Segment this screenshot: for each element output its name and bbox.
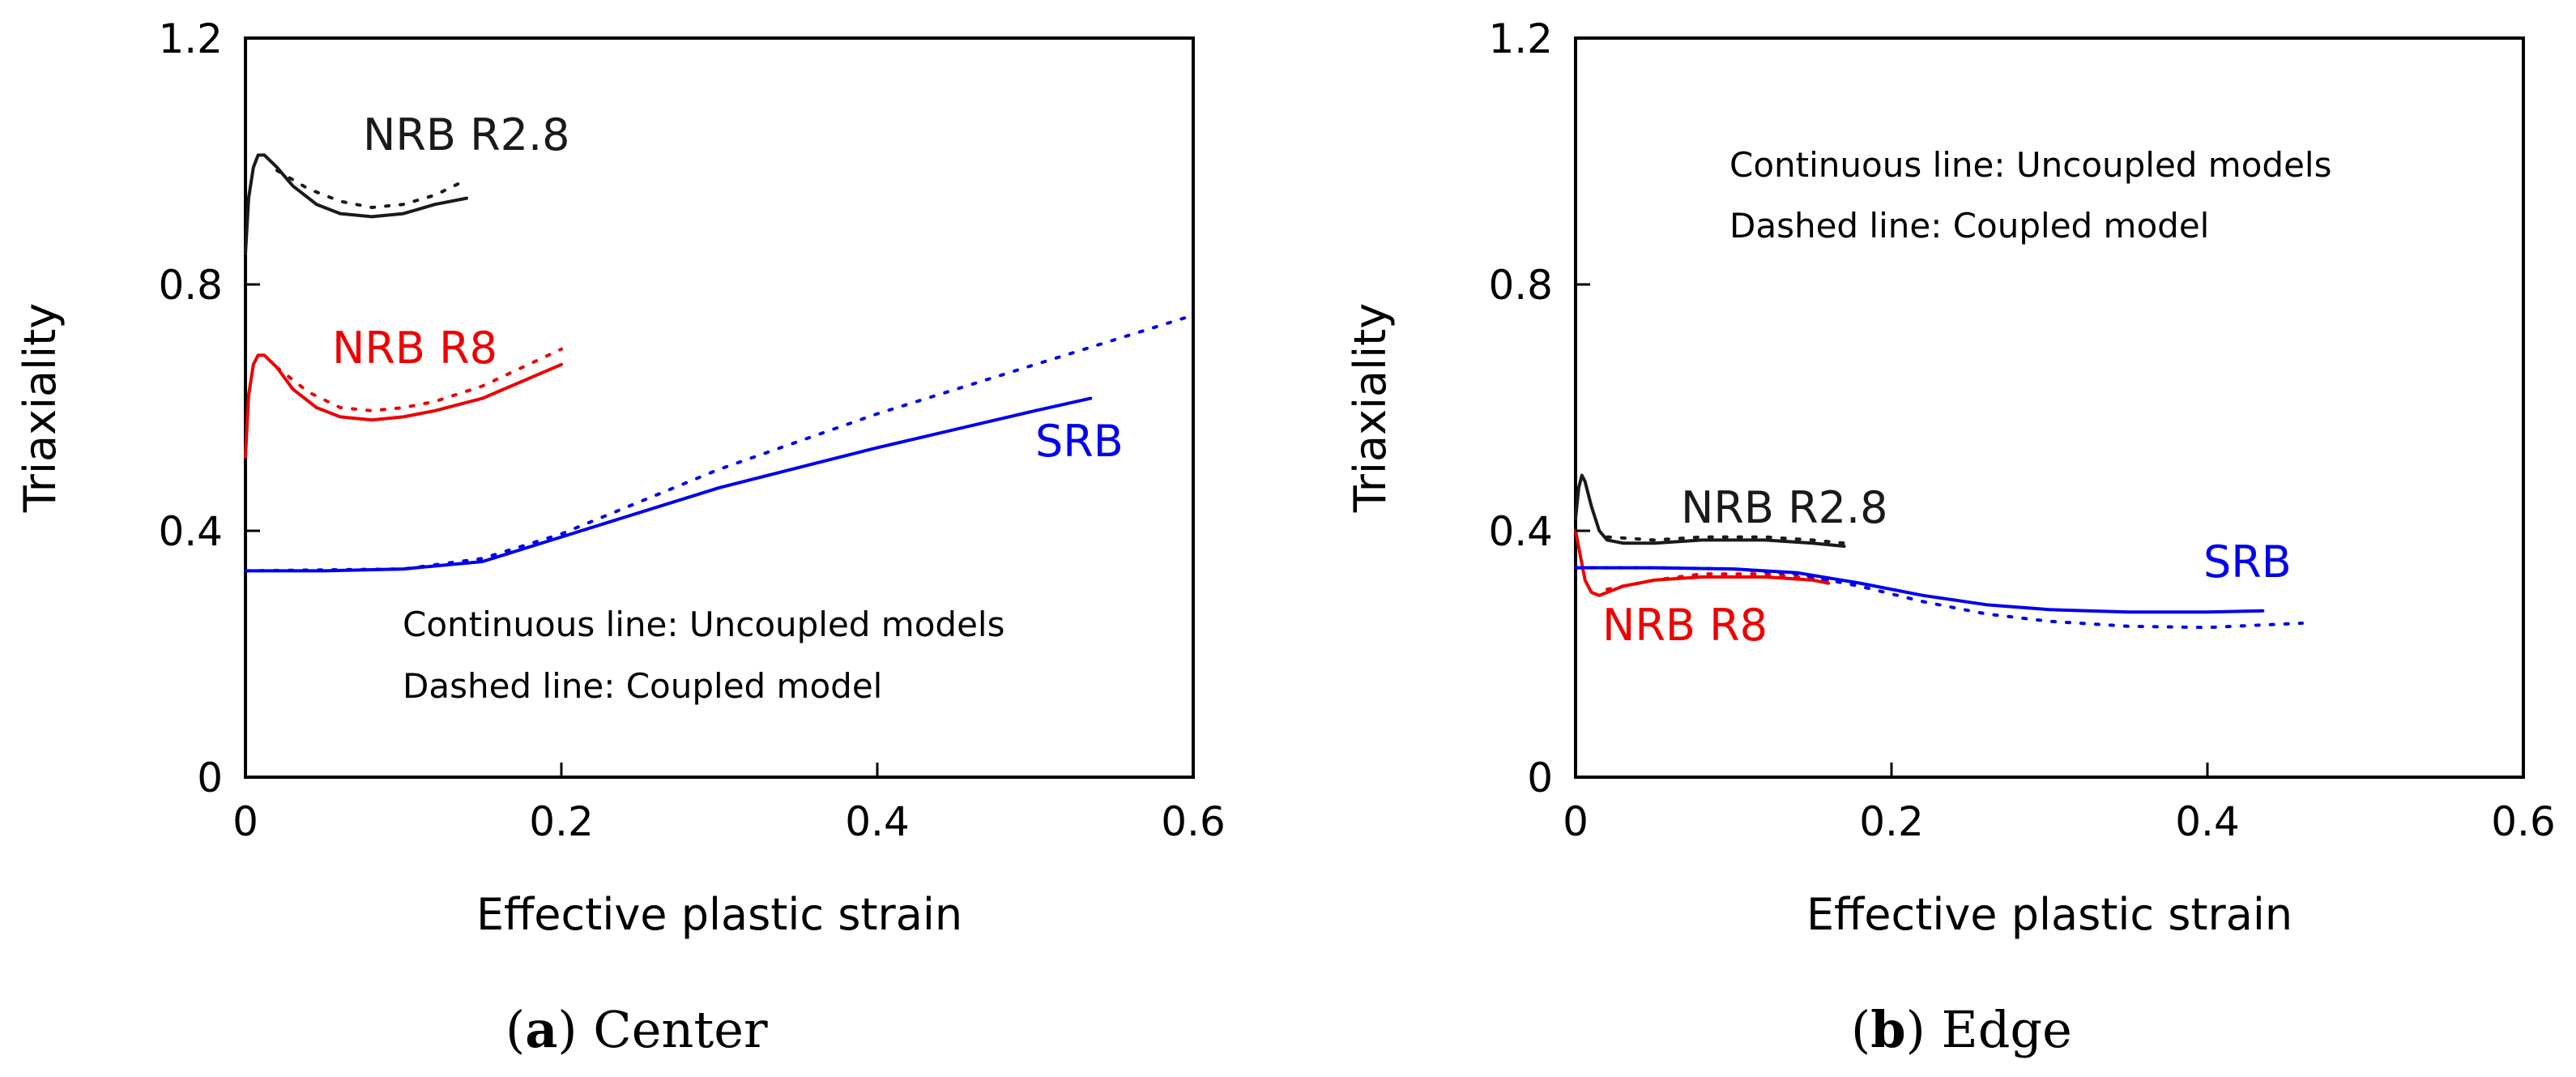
y-axis-label: Triaxiality xyxy=(15,303,66,514)
y-tick-label: 1.2 xyxy=(158,15,223,62)
y-tick-label: 0 xyxy=(197,754,223,801)
x-tick-label: 0 xyxy=(1563,798,1589,845)
y-tick-label: 0.4 xyxy=(1488,508,1553,555)
x-axis-label: Effective plastic strain xyxy=(476,889,962,940)
series-line-nrb-r2-8-uncoupled xyxy=(1574,473,1846,548)
chart-panel-center: 0 0.2 0.4 0.6 0 0.4 0.8 1.2 Triaxiality Effecti… xyxy=(15,15,1226,1059)
series-group xyxy=(1574,473,2304,630)
y-tick-label: 0.8 xyxy=(158,262,223,309)
x-tick-label: 0.6 xyxy=(1161,798,1226,845)
series-label-nrb-r8: NRB R8 xyxy=(332,323,497,374)
x-tick-label: 0.4 xyxy=(845,798,910,845)
chart-panel-edge: 0 0.2 0.4 0.6 0 0.4 0.8 1.2 Triaxiality Effecti… xyxy=(1345,15,2556,1059)
annotation-uncoupled: Continuous line: Uncoupled models xyxy=(1729,145,2331,185)
series-label-nrb-r2-8: NRB R2.8 xyxy=(1681,482,1888,533)
series-label-srb: SRB xyxy=(2203,536,2292,588)
x-tick-label: 0.2 xyxy=(1859,798,1924,845)
series-label-nrb-r2-8: NRB R2.8 xyxy=(363,109,570,160)
caption-center: (a) Center xyxy=(505,1000,768,1059)
x-tick-label: 0.4 xyxy=(2175,798,2240,845)
caption-edge: (b) Edge xyxy=(1851,1000,2072,1059)
plot-frame xyxy=(244,36,1195,779)
x-tick-label: 0.6 xyxy=(2491,798,2556,845)
series-line-nrb-r2-8-coupled xyxy=(275,169,468,209)
tick-group: 0 0.2 0.4 0.6 0 0.4 0.8 1.2 xyxy=(158,15,1225,845)
annotation-coupled: Dashed line: Coupled model xyxy=(1729,206,2209,246)
series-line-nrb-r8-uncoupled xyxy=(1574,529,1830,597)
y-tick-label: 0.4 xyxy=(158,508,223,555)
series-line-nrb-r8-coupled xyxy=(275,347,563,412)
series-line-nrb-r8-uncoupled xyxy=(244,353,563,459)
series-label-srb: SRB xyxy=(1035,416,1124,467)
series-line-nrb-r2-8-uncoupled xyxy=(244,153,468,255)
y-tick-label: 0 xyxy=(1527,754,1553,801)
series-line-srb-uncoupled xyxy=(244,396,1093,573)
series-group xyxy=(244,153,1195,573)
annotation-coupled: Dashed line: Coupled model xyxy=(403,666,882,706)
series-label-nrb-r8: NRB R8 xyxy=(1602,600,1768,651)
x-axis-label: Effective plastic strain xyxy=(1806,889,2292,940)
y-tick-label: 1.2 xyxy=(1488,15,1553,62)
plot-frame xyxy=(1574,36,2525,779)
x-tick-label: 0 xyxy=(232,798,258,845)
y-tick-label: 0.8 xyxy=(1488,262,1553,309)
y-axis-label: Triaxiality xyxy=(1345,303,1396,514)
x-tick-label: 0.2 xyxy=(529,798,594,845)
tick-group: 0 0.2 0.4 0.6 0 0.4 0.8 1.2 xyxy=(1488,15,2555,845)
annotation-uncoupled: Continuous line: Uncoupled models xyxy=(403,605,1004,644)
series-line-srb-uncoupled xyxy=(1574,566,2265,614)
